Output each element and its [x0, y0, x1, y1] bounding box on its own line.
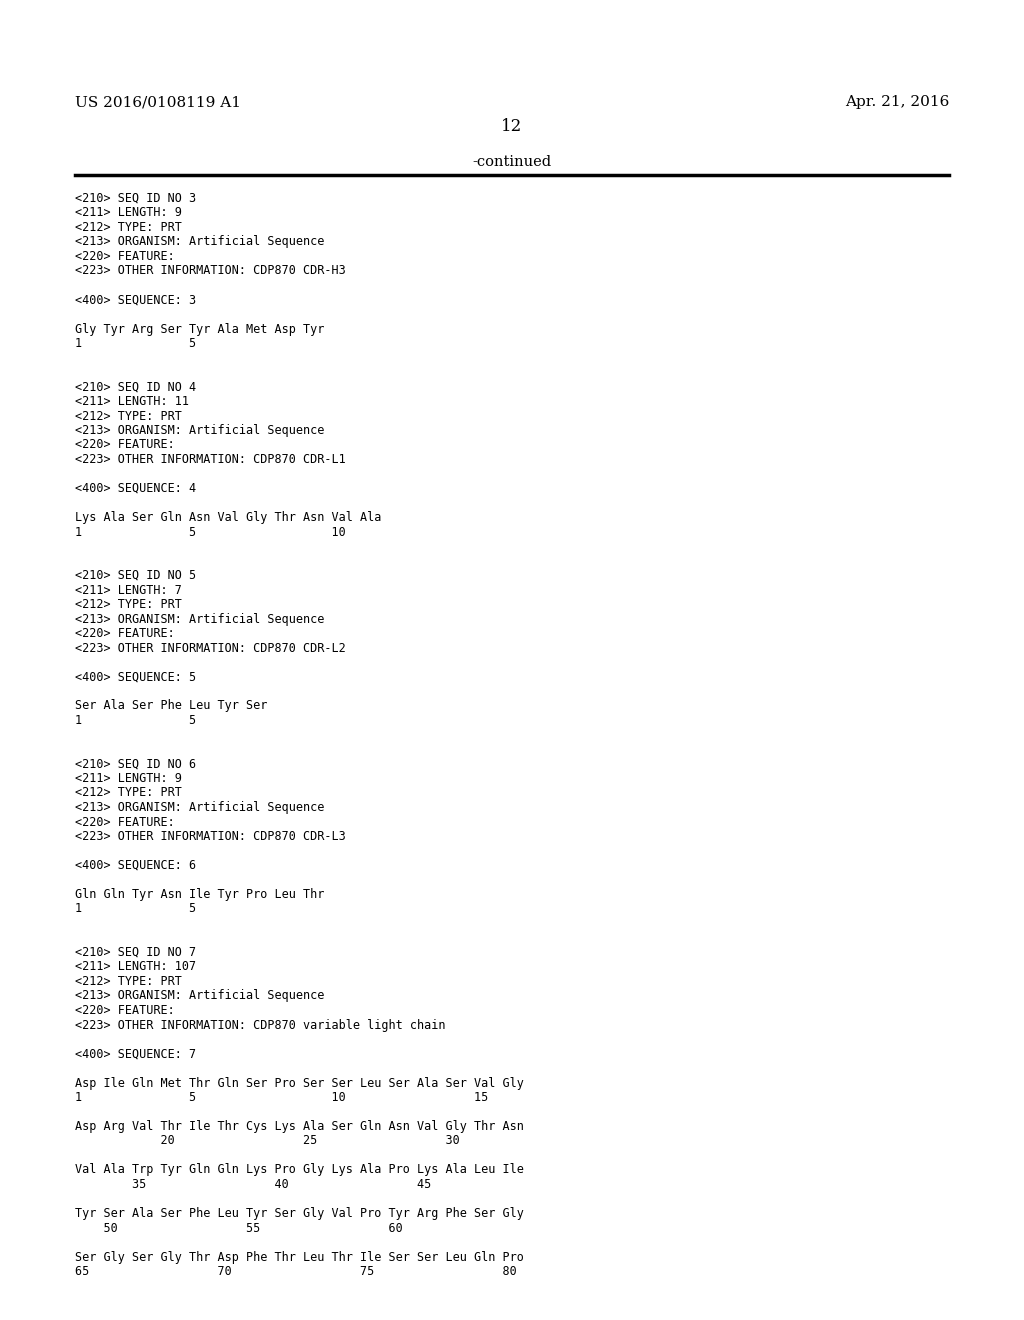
Text: Gly Tyr Arg Ser Tyr Ala Met Asp Tyr: Gly Tyr Arg Ser Tyr Ala Met Asp Tyr — [75, 322, 325, 335]
Text: <400> SEQUENCE: 7: <400> SEQUENCE: 7 — [75, 1048, 197, 1060]
Text: Tyr Ser Ala Ser Phe Leu Tyr Ser Gly Val Pro Tyr Arg Phe Ser Gly: Tyr Ser Ala Ser Phe Leu Tyr Ser Gly Val … — [75, 1206, 524, 1220]
Text: <212> TYPE: PRT: <212> TYPE: PRT — [75, 409, 182, 422]
Text: <223> OTHER INFORMATION: CDP870 variable light chain: <223> OTHER INFORMATION: CDP870 variable… — [75, 1019, 445, 1031]
Text: 20                  25                  30: 20 25 30 — [75, 1134, 460, 1147]
Text: <211> LENGTH: 9: <211> LENGTH: 9 — [75, 206, 182, 219]
Text: Val Ala Trp Tyr Gln Gln Lys Pro Gly Lys Ala Pro Lys Ala Leu Ile: Val Ala Trp Tyr Gln Gln Lys Pro Gly Lys … — [75, 1163, 524, 1176]
Text: <213> ORGANISM: Artificial Sequence: <213> ORGANISM: Artificial Sequence — [75, 235, 325, 248]
Text: Apr. 21, 2016: Apr. 21, 2016 — [845, 95, 949, 110]
Text: 50                  55                  60: 50 55 60 — [75, 1221, 402, 1234]
Text: <212> TYPE: PRT: <212> TYPE: PRT — [75, 975, 182, 987]
Text: US 2016/0108119 A1: US 2016/0108119 A1 — [75, 95, 241, 110]
Text: <220> FEATURE:: <220> FEATURE: — [75, 816, 175, 829]
Text: 35                  40                  45: 35 40 45 — [75, 1177, 431, 1191]
Text: Lys Ala Ser Gln Asn Val Gly Thr Asn Val Ala: Lys Ala Ser Gln Asn Val Gly Thr Asn Val … — [75, 511, 381, 524]
Text: <220> FEATURE:: <220> FEATURE: — [75, 438, 175, 451]
Text: <210> SEQ ID NO 4: <210> SEQ ID NO 4 — [75, 380, 197, 393]
Text: <223> OTHER INFORMATION: CDP870 CDR-H3: <223> OTHER INFORMATION: CDP870 CDR-H3 — [75, 264, 346, 277]
Text: <210> SEQ ID NO 6: <210> SEQ ID NO 6 — [75, 758, 197, 771]
Text: <211> LENGTH: 9: <211> LENGTH: 9 — [75, 772, 182, 785]
Text: <211> LENGTH: 11: <211> LENGTH: 11 — [75, 395, 189, 408]
Text: <220> FEATURE:: <220> FEATURE: — [75, 249, 175, 263]
Text: 1               5: 1 5 — [75, 337, 197, 350]
Text: 1               5: 1 5 — [75, 903, 197, 916]
Text: Ser Ala Ser Phe Leu Tyr Ser: Ser Ala Ser Phe Leu Tyr Ser — [75, 700, 267, 713]
Text: <213> ORGANISM: Artificial Sequence: <213> ORGANISM: Artificial Sequence — [75, 424, 325, 437]
Text: <213> ORGANISM: Artificial Sequence: <213> ORGANISM: Artificial Sequence — [75, 801, 325, 814]
Text: <212> TYPE: PRT: <212> TYPE: PRT — [75, 787, 182, 800]
Text: <211> LENGTH: 107: <211> LENGTH: 107 — [75, 961, 197, 974]
Text: 1               5: 1 5 — [75, 714, 197, 727]
Text: <220> FEATURE:: <220> FEATURE: — [75, 1005, 175, 1016]
Text: <211> LENGTH: 7: <211> LENGTH: 7 — [75, 583, 182, 597]
Text: <213> ORGANISM: Artificial Sequence: <213> ORGANISM: Artificial Sequence — [75, 612, 325, 626]
Text: <213> ORGANISM: Artificial Sequence: <213> ORGANISM: Artificial Sequence — [75, 990, 325, 1002]
Text: <223> OTHER INFORMATION: CDP870 CDR-L2: <223> OTHER INFORMATION: CDP870 CDR-L2 — [75, 642, 346, 655]
Text: <223> OTHER INFORMATION: CDP870 CDR-L3: <223> OTHER INFORMATION: CDP870 CDR-L3 — [75, 830, 346, 843]
Text: <400> SEQUENCE: 5: <400> SEQUENCE: 5 — [75, 671, 197, 684]
Text: Asp Ile Gln Met Thr Gln Ser Pro Ser Ser Leu Ser Ala Ser Val Gly: Asp Ile Gln Met Thr Gln Ser Pro Ser Ser … — [75, 1077, 524, 1089]
Text: <400> SEQUENCE: 6: <400> SEQUENCE: 6 — [75, 859, 197, 873]
Text: 1               5                   10                  15: 1 5 10 15 — [75, 1092, 488, 1104]
Text: <212> TYPE: PRT: <212> TYPE: PRT — [75, 598, 182, 611]
Text: <210> SEQ ID NO 3: <210> SEQ ID NO 3 — [75, 191, 197, 205]
Text: <212> TYPE: PRT: <212> TYPE: PRT — [75, 220, 182, 234]
Text: Gln Gln Tyr Asn Ile Tyr Pro Leu Thr: Gln Gln Tyr Asn Ile Tyr Pro Leu Thr — [75, 888, 325, 902]
Text: Asp Arg Val Thr Ile Thr Cys Lys Ala Ser Gln Asn Val Gly Thr Asn: Asp Arg Val Thr Ile Thr Cys Lys Ala Ser … — [75, 1119, 524, 1133]
Text: <223> OTHER INFORMATION: CDP870 CDR-L1: <223> OTHER INFORMATION: CDP870 CDR-L1 — [75, 453, 346, 466]
Text: <210> SEQ ID NO 5: <210> SEQ ID NO 5 — [75, 569, 197, 582]
Text: 12: 12 — [502, 117, 522, 135]
Text: <220> FEATURE:: <220> FEATURE: — [75, 627, 175, 640]
Text: -continued: -continued — [472, 154, 552, 169]
Text: <210> SEQ ID NO 7: <210> SEQ ID NO 7 — [75, 946, 197, 960]
Text: Ser Gly Ser Gly Thr Asp Phe Thr Leu Thr Ile Ser Ser Leu Gln Pro: Ser Gly Ser Gly Thr Asp Phe Thr Leu Thr … — [75, 1250, 524, 1263]
Text: <400> SEQUENCE: 4: <400> SEQUENCE: 4 — [75, 482, 197, 495]
Text: 65                  70                  75                  80: 65 70 75 80 — [75, 1265, 517, 1278]
Text: <400> SEQUENCE: 3: <400> SEQUENCE: 3 — [75, 293, 197, 306]
Text: 1               5                   10: 1 5 10 — [75, 525, 346, 539]
